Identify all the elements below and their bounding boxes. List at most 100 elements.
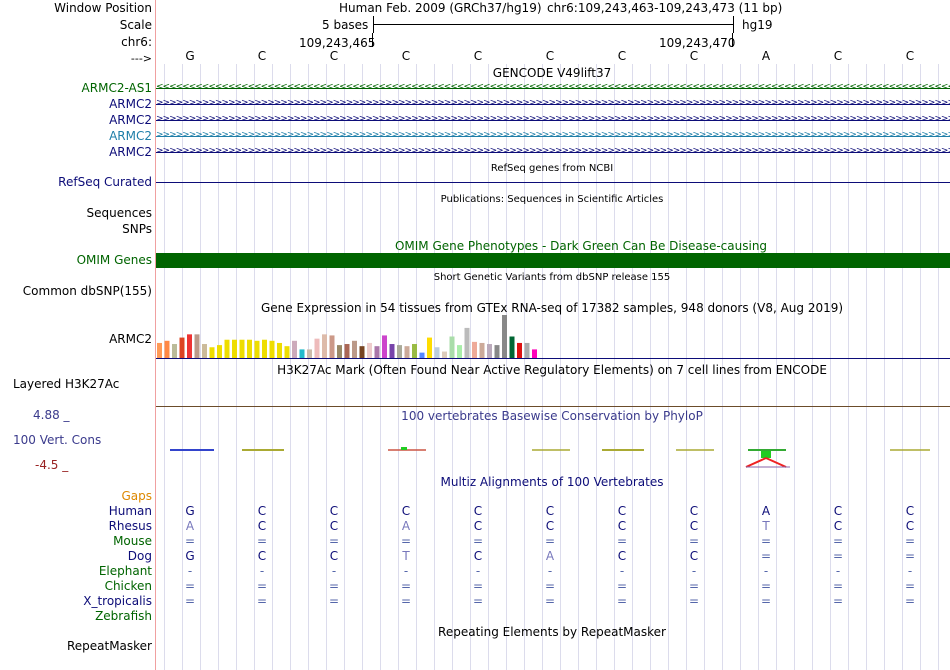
gencode-transcript[interactable]: <<<<<<<<<<<<<<<<<<<<<<<<<<<<<<<<<<<<<<<<…: [156, 82, 950, 95]
gtex-tissue-bar[interactable]: [404, 346, 410, 358]
gencode-row-label[interactable]: ARMC2-AS1: [81, 81, 152, 95]
grid-line: [578, 64, 579, 670]
gtex-tissue-bar[interactable]: [157, 342, 162, 358]
species-label[interactable]: Chicken: [104, 579, 152, 593]
alignment-base: =: [904, 594, 916, 608]
gtex-tissue-bar[interactable]: [314, 338, 320, 358]
gtex-tissue-bar[interactable]: [209, 347, 215, 358]
gtex-tissue-bar[interactable]: [359, 346, 365, 358]
scale-label: Scale: [119, 18, 152, 32]
gtex-tissue-bar[interactable]: [307, 349, 312, 358]
gtex-tissue-bar[interactable]: [179, 337, 185, 358]
gtex-tissue-bar[interactable]: [187, 334, 192, 358]
grid-line: [254, 64, 255, 670]
alignment-base: C: [257, 519, 267, 533]
omim-gene-bar[interactable]: [156, 253, 950, 268]
gtex-tissue-bar[interactable]: [344, 344, 350, 358]
species-label[interactable]: Zebrafish: [95, 609, 152, 623]
gtex-tissue-bar[interactable]: [464, 327, 470, 358]
gtex-tissue-bar[interactable]: [172, 344, 177, 358]
gtex-tissue-bar[interactable]: [269, 340, 275, 358]
gtex-tissue-bar[interactable]: [329, 335, 335, 358]
gencode-transcript[interactable]: >>>>>>>>>>>>>>>>>>>>>>>>>>>>>>>>>>>>>>>>…: [156, 114, 950, 127]
gtex-tissue-bar[interactable]: [502, 315, 507, 358]
gtex-tissue-bar[interactable]: [352, 340, 357, 358]
gencode-row-label[interactable]: ARMC2: [109, 129, 152, 143]
gtex-tissue-bar[interactable]: [494, 345, 500, 358]
gtex-tissue-bar[interactable]: [224, 339, 230, 358]
gencode-row-label[interactable]: ARMC2: [109, 145, 152, 159]
gtex-tissue-bar[interactable]: [442, 351, 447, 358]
publications-label-snps[interactable]: SNPs: [122, 222, 152, 236]
gtex-tissue-bar[interactable]: [367, 342, 372, 358]
dbsnp-label[interactable]: Common dbSNP(155): [22, 284, 152, 298]
base-letter: C: [905, 49, 915, 63]
gtex-label[interactable]: ARMC2: [109, 332, 152, 346]
species-label[interactable]: Elephant: [98, 564, 152, 578]
gtex-tissue-bar[interactable]: [247, 339, 252, 358]
gtex-tissue-bar[interactable]: [217, 345, 222, 358]
refseq-gene-line[interactable]: [156, 182, 950, 183]
publications-label-sequences[interactable]: Sequences: [86, 206, 152, 220]
gtex-tissue-bar[interactable]: [509, 336, 515, 359]
gtex-tissue-bar[interactable]: [194, 334, 200, 358]
species-label[interactable]: Human: [108, 504, 152, 518]
gencode-transcript[interactable]: >>>>>>>>>>>>>>>>>>>>>>>>>>>>>>>>>>>>>>>>…: [156, 130, 950, 143]
gtex-tissue-bar[interactable]: [487, 344, 492, 358]
grid-line: [938, 64, 939, 670]
gtex-tissue-bar[interactable]: [457, 345, 462, 358]
species-label[interactable]: X_tropicalis: [83, 594, 152, 608]
phylop-label[interactable]: 100 Vert. Cons: [13, 433, 102, 447]
gtex-tissue-bar[interactable]: [277, 342, 282, 358]
alignment-base: =: [904, 534, 916, 548]
gencode-row-label[interactable]: ARMC2: [109, 97, 152, 111]
gtex-tissue-bar[interactable]: [337, 345, 342, 358]
alignment-base: =: [616, 579, 628, 593]
gencode-row-label[interactable]: ARMC2: [109, 113, 152, 127]
alignment-base: C: [545, 519, 555, 533]
gencode-transcript[interactable]: >>>>>>>>>>>>>>>>>>>>>>>>>>>>>>>>>>>>>>>>…: [156, 146, 950, 159]
gencode-transcript[interactable]: >>>>>>>>>>>>>>>>>>>>>>>>>>>>>>>>>>>>>>>>…: [156, 98, 950, 111]
gtex-tissue-bar[interactable]: [322, 334, 327, 358]
repeatmasker-label[interactable]: RepeatMasker: [66, 639, 152, 653]
gtex-tissue-bar[interactable]: [449, 336, 455, 359]
gtex-tissue-bar[interactable]: [262, 339, 267, 358]
gtex-tissue-bar[interactable]: [419, 352, 425, 358]
gtex-tissue-bar[interactable]: [524, 342, 530, 358]
gtex-tissue-bar[interactable]: [374, 346, 380, 358]
gtex-tissue-bar[interactable]: [202, 344, 207, 358]
alignment-base: -: [907, 564, 913, 578]
gtex-tissue-bar[interactable]: [239, 339, 245, 358]
alignment-base: =: [472, 534, 484, 548]
refseq-label[interactable]: RefSeq Curated: [58, 175, 152, 189]
track-area[interactable]: Human Feb. 2009 (GRCh37/hg19) chr6:109,2…: [156, 0, 950, 670]
strand-arrows: >>>>>>>>>>>>>>>>>>>>>>>>>>>>>>>>>>>>>>>>…: [156, 98, 950, 108]
gtex-tissue-bar[interactable]: [164, 340, 170, 358]
gtex-tissue-bar[interactable]: [479, 342, 485, 358]
gtex-tissue-bar[interactable]: [232, 339, 237, 358]
gtex-tissue-bar[interactable]: [382, 335, 387, 358]
phylop-plot[interactable]: [156, 440, 950, 472]
species-label[interactable]: Dog: [127, 549, 152, 563]
phylop-peak: [401, 447, 407, 450]
grid-line: [758, 64, 759, 670]
gtex-bar-chart[interactable]: [156, 313, 950, 359]
gtex-tissue-bar[interactable]: [389, 344, 395, 358]
gtex-tissue-bar[interactable]: [427, 337, 432, 358]
gtex-tissue-bar[interactable]: [254, 340, 260, 358]
gtex-tissue-bar[interactable]: [412, 344, 417, 358]
h3k27ac-label[interactable]: Layered H3K27Ac: [13, 377, 120, 391]
gtex-tissue-bar[interactable]: [532, 349, 537, 358]
gtex-tissue-bar[interactable]: [472, 341, 477, 358]
gtex-tissue-bar[interactable]: [434, 347, 440, 358]
gtex-tissue-bar[interactable]: [284, 346, 290, 358]
species-label[interactable]: Rhesus: [108, 519, 152, 533]
alignment-base: C: [617, 519, 627, 533]
grid-line: [704, 64, 705, 670]
omim-label[interactable]: OMIM Genes: [76, 253, 152, 267]
gtex-tissue-bar[interactable]: [397, 345, 402, 358]
gtex-tissue-bar[interactable]: [299, 349, 305, 358]
gtex-tissue-bar[interactable]: [517, 342, 522, 358]
species-label[interactable]: Mouse: [113, 534, 152, 548]
gtex-tissue-bar[interactable]: [292, 340, 297, 358]
